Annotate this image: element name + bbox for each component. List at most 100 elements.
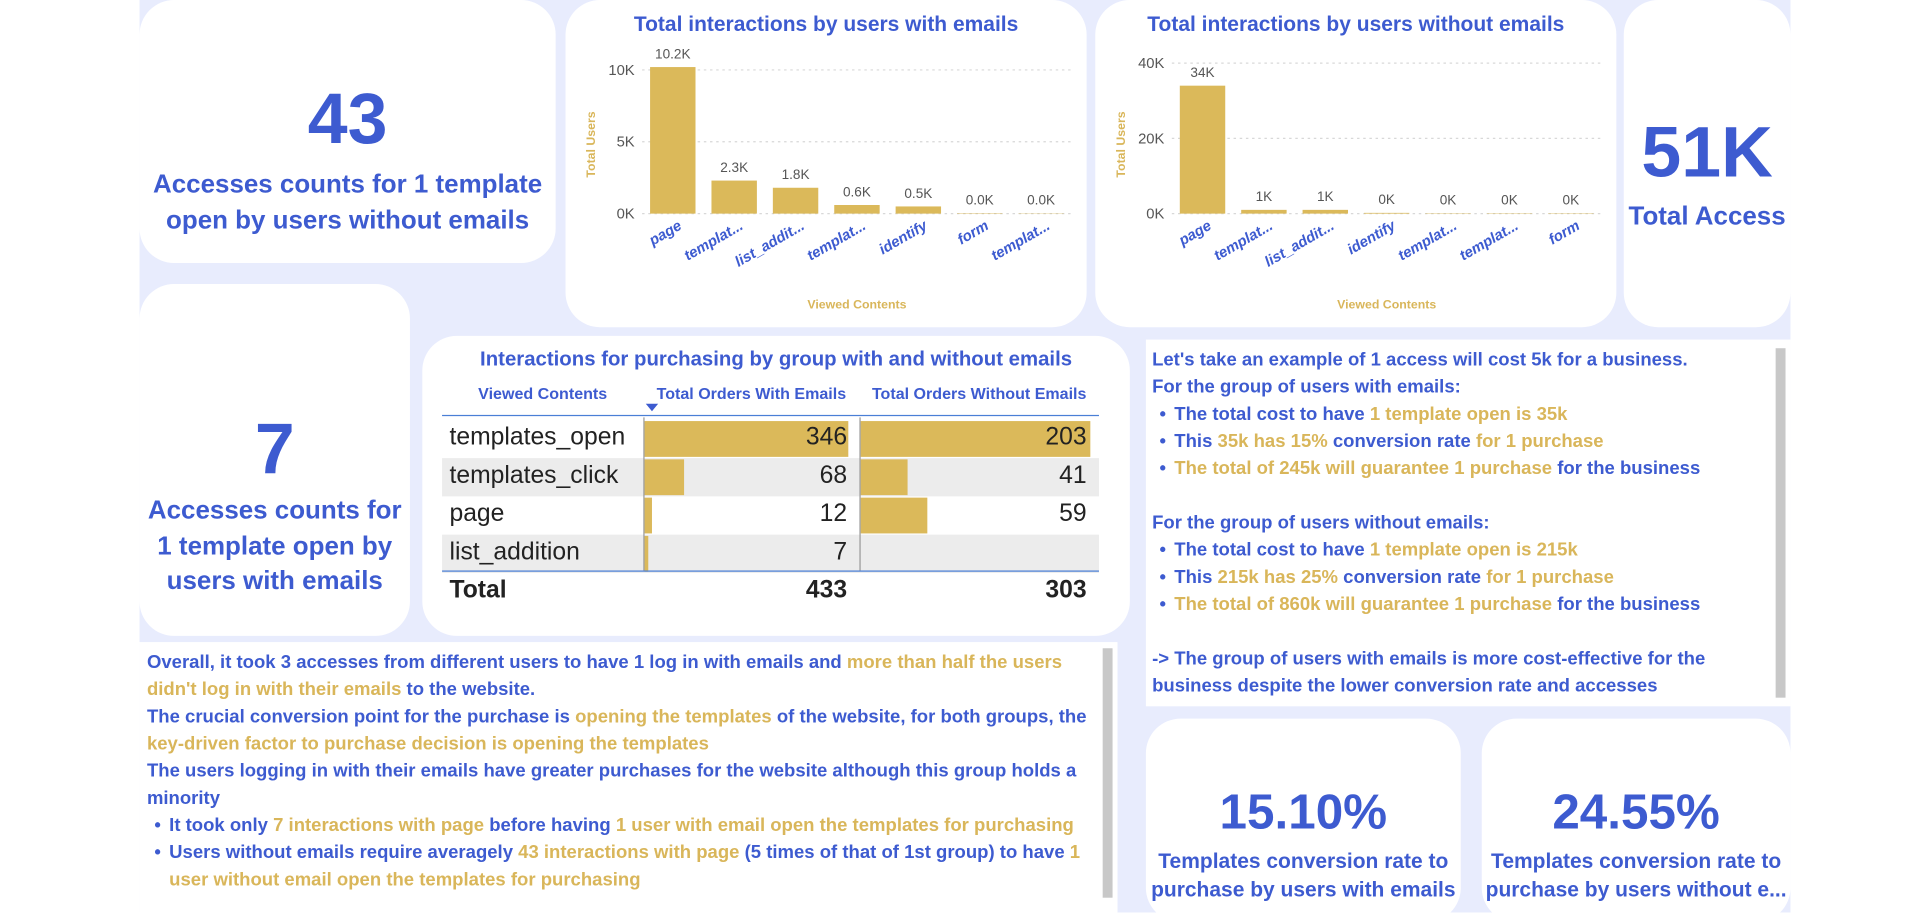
data-label: 0K <box>1501 193 1518 208</box>
paragraph: -> The group of users with emails is mor… <box>1152 646 1768 700</box>
bullet-item: The total of 860k will guarantee 1 purch… <box>1152 591 1768 618</box>
x-tick-label: form <box>955 218 991 248</box>
kpi-label: Accesses counts for 1 template open by u… <box>145 494 404 600</box>
text-run: conversion rate <box>1328 431 1476 452</box>
text-run: for the business <box>1552 458 1700 479</box>
insight-box: Let's take an example of 1 access will c… <box>1146 340 1791 707</box>
y-tick-label: 10K <box>608 63 634 79</box>
table-cell: 59 <box>859 500 1086 528</box>
table-cell: 7 <box>643 538 847 566</box>
scrollbar <box>1776 348 1786 697</box>
chart-card: Total interactions by users without emai… <box>1095 0 1616 327</box>
data-label: 0K <box>1378 192 1395 207</box>
kpi-value: 7 <box>140 414 410 486</box>
bar <box>896 206 941 213</box>
text-run: The total cost to have <box>1174 404 1370 425</box>
column-header: Total Orders With Emails <box>643 384 859 403</box>
total-cell: Total <box>449 577 506 605</box>
text-run: For the group of users with emails: <box>1152 377 1461 398</box>
x-tick-label: page <box>646 218 685 250</box>
text-run: The users logging in with their emails h… <box>147 761 1076 809</box>
x-tick-label: list_addit... <box>1262 218 1337 271</box>
x-tick-label: templat... <box>989 218 1053 264</box>
text-run: before having <box>484 815 616 836</box>
paragraph-group: Overall, it took 3 accesses from differe… <box>147 650 1095 894</box>
paragraph-group: -> The group of users with emails is mor… <box>1152 646 1768 700</box>
data-label: 0K <box>1563 193 1580 208</box>
scrollbar <box>1103 648 1113 897</box>
table-title: Interactions for purchasing by group wit… <box>422 348 1130 371</box>
x-tick-label: identify <box>1345 218 1399 259</box>
text-run: to the website. <box>401 679 535 700</box>
bar <box>650 67 695 214</box>
bar-chart: Total interactions by users without emai… <box>1095 0 1616 327</box>
bullet-item: The total of 245k will guarantee 1 purch… <box>1152 456 1768 483</box>
table-cell: page <box>449 500 504 528</box>
data-label: 0.5K <box>904 186 932 201</box>
y-tick-label: 40K <box>1138 56 1164 72</box>
paragraph: For the group of users without emails: <box>1152 510 1768 537</box>
kpi-label: Templates conversion rate to purchase by… <box>1485 847 1788 904</box>
x-tick-label: form <box>1546 218 1582 248</box>
bullet-item: This 35k has 15% conversion rate for 1 p… <box>1152 428 1768 455</box>
text-run: This <box>1174 567 1217 588</box>
data-label: 10.2K <box>655 46 690 61</box>
table-cell: 41 <box>859 462 1086 490</box>
text-run: for the business <box>1552 594 1700 615</box>
header-rule <box>442 415 1099 416</box>
data-label: 2.3K <box>720 160 748 175</box>
bar-chart: Total interactions by users with emailsT… <box>566 0 1087 327</box>
table-cell: 203 <box>859 424 1086 452</box>
total-cell: 433 <box>643 577 847 605</box>
bullet-item: The total cost to have 1 template open i… <box>1152 401 1768 428</box>
column-divider <box>859 417 860 570</box>
text-run: (5 times of that of 1st group) to have <box>739 842 1069 863</box>
paragraph-group: For the group of users without emails: Th… <box>1152 510 1768 619</box>
x-tick-label: templat... <box>1457 218 1521 264</box>
chart-title: Total interactions by users without emai… <box>1147 13 1564 36</box>
highlight-run: 1 user with email open the templates for… <box>616 815 1074 836</box>
highlight-run: 7 interactions with page <box>273 815 484 836</box>
bar <box>1241 210 1286 214</box>
kpi-value: 43 <box>140 84 556 156</box>
x-tick-label: templat... <box>805 218 869 264</box>
highlight-run: 43 interactions with page <box>518 842 739 863</box>
y-tick-label: 0K <box>617 207 635 223</box>
bar <box>834 205 879 214</box>
bullet-item: This 215k has 25% conversion rate for 1 … <box>1152 564 1768 591</box>
x-tick-label: templat... <box>1396 218 1460 264</box>
column-divider <box>643 417 644 570</box>
column-header: Total Orders Without Emails <box>859 384 1099 403</box>
highlight-run: 35k has 15% <box>1218 431 1328 452</box>
paragraph: Overall, it took 3 accesses from differe… <box>147 650 1095 704</box>
x-axis-title: Viewed Contents <box>807 298 906 312</box>
bar <box>711 181 756 214</box>
summary-box: Overall, it took 3 accesses from differe… <box>140 642 1118 912</box>
bar <box>1303 210 1348 214</box>
data-label: 0K <box>1440 193 1457 208</box>
column-header: Viewed Contents <box>442 384 643 403</box>
text-run: conversion rate <box>1338 567 1486 588</box>
y-axis-title: Total Users <box>584 111 598 177</box>
y-tick-label: 20K <box>1138 131 1164 147</box>
bullet-item: Users without emails require averagely 4… <box>147 840 1095 894</box>
text-run: of the website, for both groups, the <box>772 706 1087 727</box>
kpi-label: Templates conversion rate to purchase by… <box>1149 847 1458 904</box>
paragraph: The users logging in with their emails h… <box>147 758 1095 812</box>
text-run: It took only <box>169 815 273 836</box>
data-label: 0.0K <box>966 193 994 208</box>
y-tick-label: 0K <box>1146 207 1164 223</box>
table-cell: 346 <box>643 424 847 452</box>
sort-indicator <box>646 404 658 411</box>
highlight-run: 1 template open is 35k <box>1370 404 1568 425</box>
kpi-value: 24.55% <box>1482 788 1791 837</box>
kpi-card: 15.10% Templates conversion rate to purch… <box>1146 719 1461 922</box>
y-tick-label: 5K <box>617 135 635 151</box>
text-run: Let's take an example of 1 access will c… <box>1152 349 1688 370</box>
text-run: For the group of users without emails: <box>1152 512 1490 533</box>
paragraph: Let's take an example of 1 access will c… <box>1152 347 1768 374</box>
highlight-run: The total of 245k will guarantee 1 purch… <box>1174 458 1552 479</box>
kpi-value: 15.10% <box>1146 788 1461 837</box>
